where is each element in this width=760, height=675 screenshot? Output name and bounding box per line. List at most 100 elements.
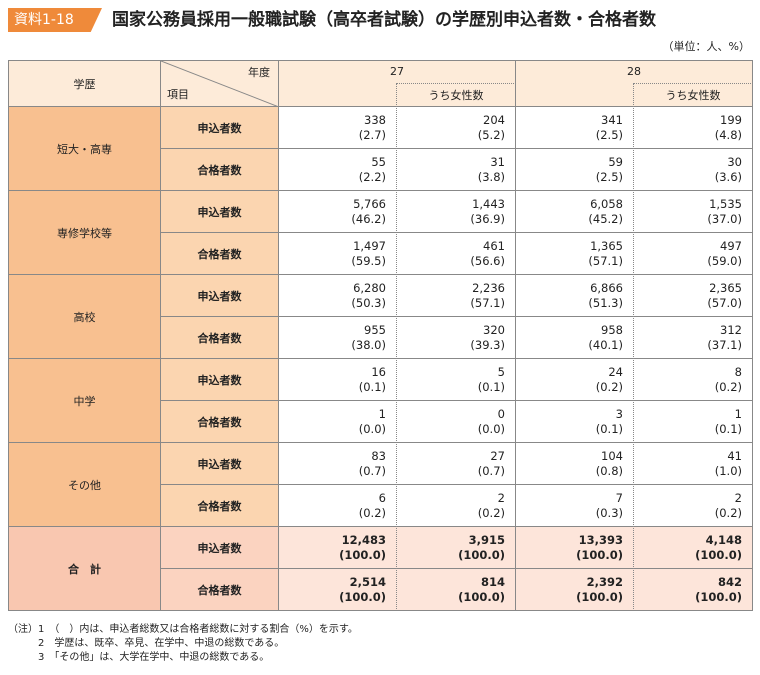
- share-text: (46.2): [351, 211, 386, 226]
- count-text: 842: [717, 574, 742, 589]
- value-cell: 0 (0.0): [396, 400, 516, 443]
- group-cell: 短大・高専: [8, 106, 161, 191]
- count-text: 55: [371, 154, 386, 169]
- share-text: (0.2): [595, 379, 623, 394]
- count-text: 497: [720, 238, 742, 253]
- count-text: 30: [727, 154, 742, 169]
- value-cell: 7 (0.3): [515, 484, 634, 527]
- count-text: 2,514: [349, 574, 386, 589]
- value-cell: 2,514 (100.0): [278, 568, 397, 611]
- share-text: (0.1): [595, 421, 623, 436]
- count-text: 312: [720, 322, 742, 337]
- count-text: 8: [734, 364, 742, 379]
- count-text: 2: [734, 490, 742, 505]
- value-cell: 30 (3.6): [633, 148, 753, 191]
- share-text: (45.2): [588, 211, 623, 226]
- note-text: 1 （ ）内は、申込者総数又は合格者総数に対する割合（%）を示す。: [38, 624, 358, 635]
- count-text: 2,236: [472, 280, 505, 295]
- share-text: (59.0): [707, 253, 742, 268]
- group-cell: その他: [8, 442, 161, 527]
- value-cell: 1,535 (37.0): [633, 190, 753, 233]
- count-text: 1,497: [353, 238, 386, 253]
- value-cell: 814 (100.0): [396, 568, 516, 611]
- share-text: (100.0): [576, 589, 623, 604]
- count-text: 6,058: [590, 196, 623, 211]
- count-text: 958: [601, 322, 623, 337]
- group-cell: 高校: [8, 274, 161, 359]
- female-header: うち女性数: [396, 83, 516, 107]
- item-cell: 合格者数: [160, 316, 279, 359]
- item-cell: 申込者数: [160, 358, 279, 401]
- value-cell: 497 (59.0): [633, 232, 753, 275]
- count-text: 5,766: [353, 196, 386, 211]
- group-cell: 合 計: [8, 526, 161, 611]
- note-text: 2 学歴は、既卒、卒見、在学中、中退の総数である。: [38, 638, 285, 649]
- count-text: 4,148: [705, 532, 742, 547]
- value-cell: 5,766 (46.2): [278, 190, 397, 233]
- share-text: (4.8): [714, 127, 742, 142]
- item-cell: 申込者数: [160, 190, 279, 233]
- value-cell: 2,365 (57.0): [633, 274, 753, 317]
- share-text: (2.7): [358, 127, 386, 142]
- value-cell: 1,443 (36.9): [396, 190, 516, 233]
- share-text: (39.3): [470, 337, 505, 352]
- header-cell: 学歴: [8, 60, 161, 107]
- diagonal: [161, 61, 279, 107]
- count-text: 814: [480, 574, 505, 589]
- share-text: (100.0): [695, 589, 742, 604]
- share-text: (0.2): [358, 505, 386, 520]
- share-text: (2.5): [595, 169, 623, 184]
- value-cell: 3 (0.1): [515, 400, 634, 443]
- share-text: (2.5): [595, 127, 623, 142]
- note-label: （注）: [8, 624, 38, 635]
- count-text: 27: [490, 448, 505, 463]
- item-cell: 申込者数: [160, 442, 279, 485]
- share-text: (5.2): [477, 127, 505, 142]
- value-cell: 6,280 (50.3): [278, 274, 397, 317]
- count-text: 2,365: [709, 280, 742, 295]
- count-text: 2,392: [586, 574, 623, 589]
- count-text: 955: [364, 322, 386, 337]
- count-text: 1,535: [709, 196, 742, 211]
- group-cell: 中学: [8, 358, 161, 443]
- item-cell: 合格者数: [160, 484, 279, 527]
- share-text: (0.2): [477, 505, 505, 520]
- unit-note: （単位：人、%）: [662, 40, 750, 53]
- count-text: 204: [483, 112, 505, 127]
- share-text: (57.0): [707, 295, 742, 310]
- value-cell: 4,148 (100.0): [633, 526, 753, 569]
- value-cell: 55 (2.2): [278, 148, 397, 191]
- value-cell: 8 (0.2): [633, 358, 753, 401]
- share-text: (0.3): [595, 505, 623, 520]
- share-text: (3.8): [477, 169, 505, 184]
- count-text: 1,443: [472, 196, 505, 211]
- share-text: (0.2): [714, 505, 742, 520]
- share-text: (0.1): [358, 379, 386, 394]
- value-cell: 1,497 (59.5): [278, 232, 397, 275]
- value-cell: 12,483 (100.0): [278, 526, 397, 569]
- value-cell: 341 (2.5): [515, 106, 634, 149]
- share-text: (0.1): [477, 379, 505, 394]
- share-text: (1.0): [714, 463, 742, 478]
- share-text: (100.0): [576, 547, 623, 562]
- value-cell: 204 (5.2): [396, 106, 516, 149]
- doc-title: 国家公務員採用一般職試験（高卒者試験）の学歴別申込者数・合格者数: [112, 10, 656, 30]
- value-cell: 16 (0.1): [278, 358, 397, 401]
- share-text: (50.3): [351, 295, 386, 310]
- value-cell: 41 (1.0): [633, 442, 753, 485]
- count-text: 83: [371, 448, 386, 463]
- value-cell: 59 (2.5): [515, 148, 634, 191]
- share-text: (51.3): [588, 295, 623, 310]
- note-text: 3 「その他」は、大学在学中、中退の総数である。: [38, 652, 270, 663]
- item-cell: 合格者数: [160, 148, 279, 191]
- count-text: 16: [371, 364, 386, 379]
- value-cell: 104 (0.8): [515, 442, 634, 485]
- count-text: 1,365: [590, 238, 623, 253]
- share-text: (0.1): [714, 421, 742, 436]
- share-text: (0.0): [358, 421, 386, 436]
- group-cell: 専修学校等: [8, 190, 161, 275]
- item-cell: 合格者数: [160, 400, 279, 443]
- count-text: 7: [615, 490, 623, 505]
- value-cell: 6,866 (51.3): [515, 274, 634, 317]
- item-cell: 合格者数: [160, 568, 279, 611]
